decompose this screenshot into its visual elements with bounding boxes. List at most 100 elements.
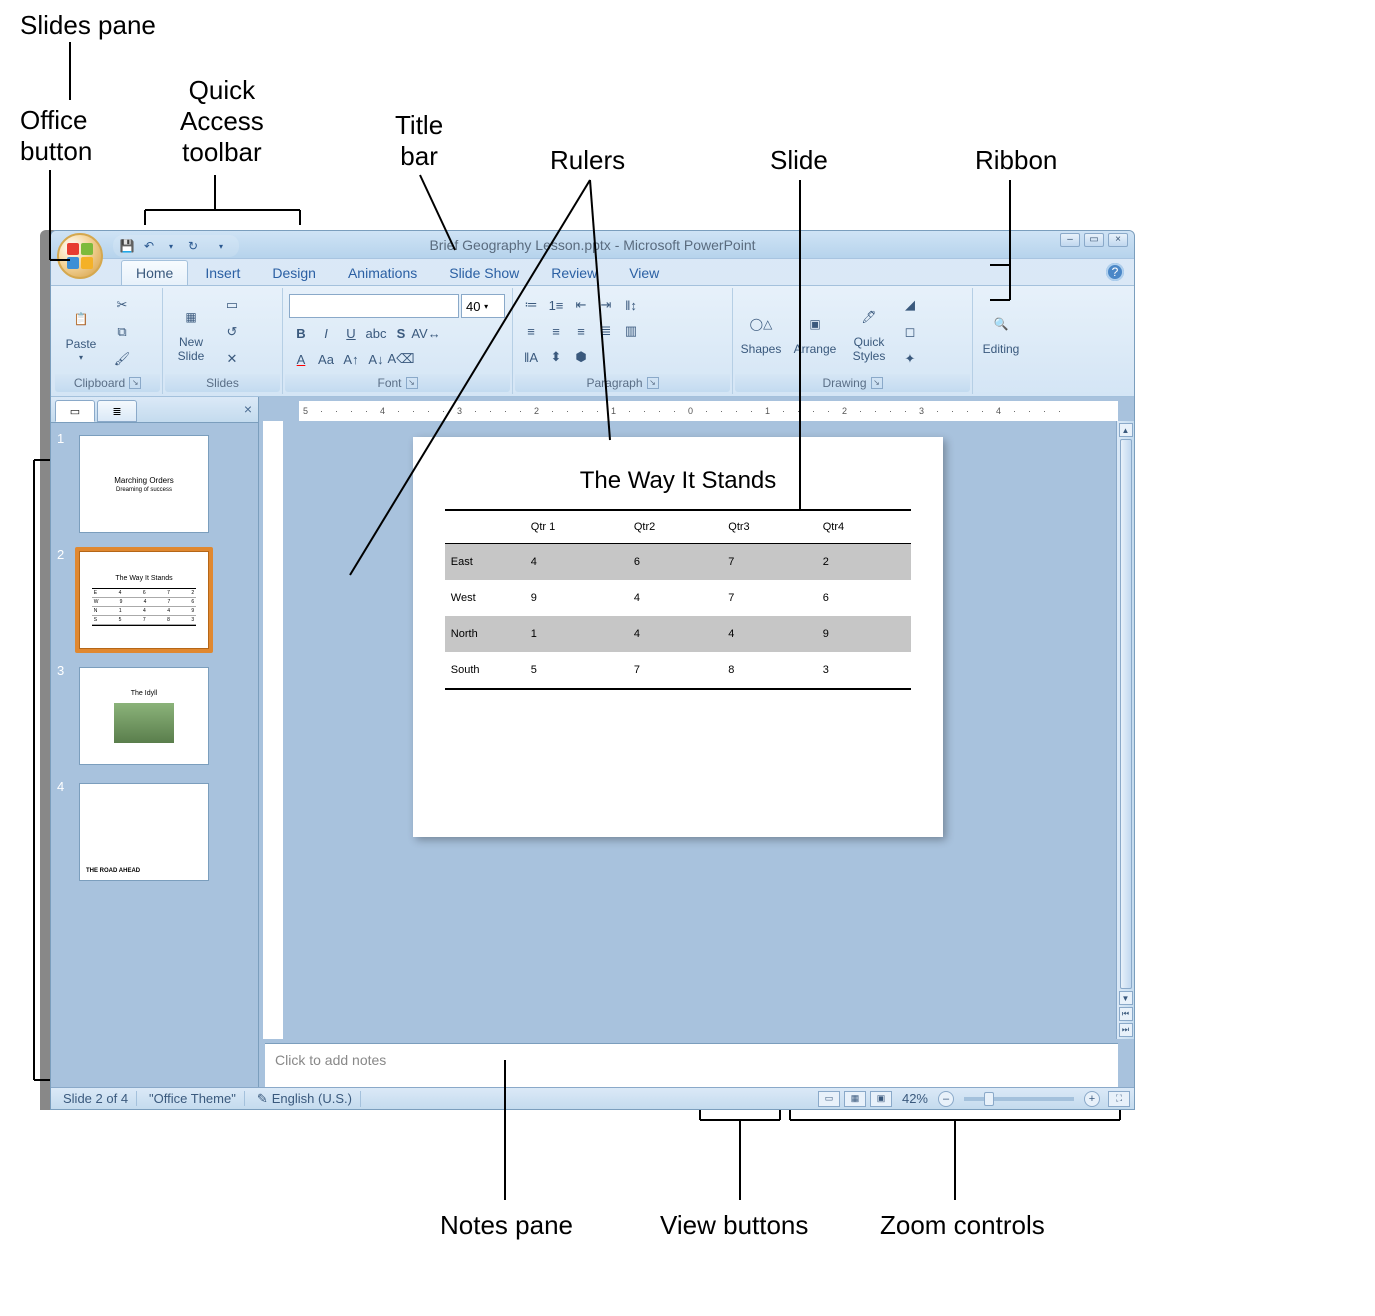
shapes-button[interactable]: ◯△ Shapes: [735, 290, 787, 374]
scroll-up[interactable]: ▲: [1119, 423, 1133, 437]
pane-tabs: ▭ ≣ ×: [51, 397, 258, 423]
tab-slideshow[interactable]: Slide Show: [434, 260, 534, 285]
drawing-launcher[interactable]: ↘: [871, 377, 883, 389]
copy-button[interactable]: ⧉: [111, 321, 133, 343]
shape-fill-button[interactable]: ◢: [899, 294, 921, 316]
font-launcher[interactable]: ↘: [406, 377, 418, 389]
line-spacing-button[interactable]: ‖↕: [619, 294, 643, 316]
qat-save[interactable]: 💾: [117, 237, 137, 255]
decrease-indent-button[interactable]: ⇤: [569, 294, 593, 316]
zoom-slider-thumb[interactable]: [984, 1092, 994, 1106]
slide-editor: 5····4····3····2····1····0····1····2····…: [259, 397, 1134, 1087]
slide-table[interactable]: Qtr 1 Qtr2 Qtr3 Qtr4 East4672 West9476 N…: [445, 509, 911, 690]
tab-insert[interactable]: Insert: [190, 260, 255, 285]
horizontal-ruler: 5····4····3····2····1····0····1····2····…: [299, 401, 1118, 421]
arrange-button[interactable]: ▣ Arrange: [789, 290, 841, 374]
qat-undo-menu[interactable]: ▾: [161, 237, 181, 255]
font-size-combo[interactable]: 40 ▾: [461, 294, 505, 318]
slides-tab[interactable]: ▭: [55, 400, 95, 422]
status-language[interactable]: ✎ English (U.S.): [249, 1091, 361, 1107]
bullets-button[interactable]: ≔: [519, 294, 543, 316]
editing-button[interactable]: 🔍 Editing: [975, 290, 1027, 374]
layout-button[interactable]: ▭: [221, 294, 243, 316]
grow-font-button[interactable]: A↑: [339, 348, 363, 370]
shape-effects-button[interactable]: ✦: [899, 348, 921, 370]
notes-pane[interactable]: Click to add notes: [265, 1043, 1118, 1087]
thumb-4[interactable]: 4 THE ROAD AHEAD: [57, 779, 252, 885]
change-case-button[interactable]: Aa: [314, 348, 338, 370]
scroll-down[interactable]: ▼: [1119, 991, 1133, 1005]
tab-design[interactable]: Design: [257, 260, 331, 285]
clear-format-button[interactable]: A⌫: [389, 348, 413, 370]
align-left-button[interactable]: ≡: [519, 320, 543, 342]
status-bar: Slide 2 of 4 "Office Theme" ✎ English (U…: [51, 1087, 1134, 1109]
title-bar: 💾 ↶ ▾ ↻ ▾ Brief Geography Lesson.pptx - …: [51, 231, 1134, 259]
paragraph-launcher[interactable]: ↘: [647, 377, 659, 389]
clipboard-launcher[interactable]: ↘: [129, 377, 141, 389]
font-color-button[interactable]: A: [289, 348, 313, 370]
increase-indent-button[interactable]: ⇥: [594, 294, 618, 316]
justify-button[interactable]: ≣: [594, 320, 618, 342]
new-slide-button[interactable]: ▦ New Slide: [165, 290, 217, 374]
columns-button[interactable]: ▥: [619, 320, 643, 342]
slide-title[interactable]: The Way It Stands: [413, 437, 943, 509]
zoom-in-button[interactable]: +: [1084, 1091, 1100, 1107]
scroll-thumb[interactable]: [1120, 439, 1132, 989]
help-button[interactable]: ?: [1106, 263, 1124, 281]
paste-button[interactable]: 📋 Paste ▾: [55, 290, 107, 374]
zoom-percent[interactable]: 42%: [896, 1091, 934, 1106]
tab-view[interactable]: View: [614, 260, 674, 285]
thumb-3[interactable]: 3 The Idyll: [57, 663, 252, 769]
qat-undo[interactable]: ↶: [139, 237, 159, 255]
editing-label: Editing: [983, 342, 1020, 356]
next-slide[interactable]: ⏭: [1119, 1023, 1133, 1037]
view-normal-button[interactable]: ▭: [818, 1091, 840, 1107]
strike-button[interactable]: abc: [364, 322, 388, 344]
italic-button[interactable]: I: [314, 322, 338, 344]
group-font-label: Font: [377, 376, 401, 390]
shape-outline-button[interactable]: ◻: [899, 321, 921, 343]
shrink-font-button[interactable]: A↓: [364, 348, 388, 370]
cut-button[interactable]: ✂: [111, 294, 133, 316]
thumb-2[interactable]: 2 The Way It Stands E4672 W9476 N1449 S5…: [57, 547, 252, 653]
align-text-button[interactable]: ⬍: [544, 346, 568, 368]
align-right-button[interactable]: ≡: [569, 320, 593, 342]
thumb-1[interactable]: 1 Marching Orders Dreaming of success: [57, 431, 252, 537]
zoom-slider[interactable]: [964, 1097, 1074, 1101]
tab-home[interactable]: Home: [121, 260, 188, 285]
delete-slide-button[interactable]: ✕: [221, 348, 243, 370]
minimize-button[interactable]: –: [1060, 233, 1080, 247]
arrange-icon: ▣: [799, 308, 831, 340]
tab-review[interactable]: Review: [536, 260, 612, 285]
zoom-out-button[interactable]: –: [938, 1091, 954, 1107]
font-family-combo[interactable]: [289, 294, 459, 318]
numbering-button[interactable]: 1≡: [544, 294, 568, 316]
smartart-button[interactable]: ⬢: [569, 346, 593, 368]
reset-button[interactable]: ↺: [221, 321, 243, 343]
canvas[interactable]: The Way It Stands Qtr 1 Qtr2 Qtr3 Qtr4 E…: [283, 421, 1116, 1039]
office-button[interactable]: [57, 233, 103, 279]
fit-window-button[interactable]: ⛶: [1108, 1091, 1130, 1107]
view-slideshow-button[interactable]: ▣: [870, 1091, 892, 1107]
current-slide[interactable]: The Way It Stands Qtr 1 Qtr2 Qtr3 Qtr4 E…: [413, 437, 943, 837]
bold-button[interactable]: B: [289, 322, 313, 344]
tab-animations[interactable]: Animations: [333, 260, 432, 285]
qat-customize[interactable]: ▾: [211, 237, 231, 255]
quick-styles-button[interactable]: 🖊 Quick Styles: [843, 290, 895, 374]
callout-zoom-controls: Zoom controls: [880, 1210, 1045, 1241]
underline-button[interactable]: U: [339, 322, 363, 344]
close-button[interactable]: ×: [1108, 233, 1128, 247]
vertical-scrollbar[interactable]: ▲ ▼ ⏮ ⏭: [1116, 421, 1134, 1039]
pane-close-button[interactable]: ×: [244, 401, 252, 417]
maximize-button[interactable]: ▭: [1084, 233, 1104, 247]
align-center-button[interactable]: ≡: [544, 320, 568, 342]
view-sorter-button[interactable]: ▦: [844, 1091, 866, 1107]
outline-tab[interactable]: ≣: [97, 400, 137, 422]
shadow-button[interactable]: S: [389, 322, 413, 344]
text-direction-button[interactable]: ‖A: [519, 346, 543, 368]
prev-slide[interactable]: ⏮: [1119, 1007, 1133, 1021]
qat-redo[interactable]: ↻: [183, 237, 203, 255]
char-spacing-button[interactable]: AV↔: [414, 322, 438, 344]
group-drawing-label: Drawing: [822, 376, 866, 390]
format-painter-button[interactable]: 🖌: [111, 348, 133, 370]
